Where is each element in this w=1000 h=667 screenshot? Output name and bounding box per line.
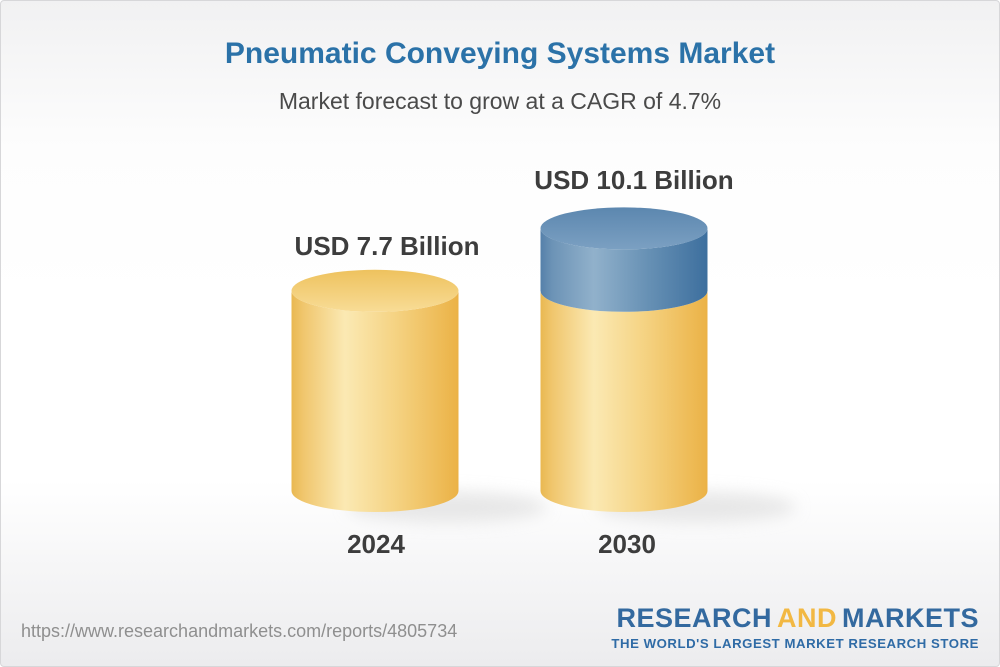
bar-category-label-2030: 2030 xyxy=(598,529,656,559)
bar-category-label-2024: 2024 xyxy=(347,529,405,559)
bar-value-label-2030: USD 10.1 Billion xyxy=(534,165,734,195)
page-subtitle: Market forecast to grow at a CAGR of 4.7… xyxy=(278,88,722,114)
logo-word-research: RESEARCH xyxy=(616,603,772,633)
bar-value-label-2024: USD 7.7 Billion xyxy=(294,231,480,261)
research-and-markets-logo: RESEARCH AND MARKETS THE WORLD'S LARGEST M… xyxy=(611,603,979,651)
report-url: https://www.researchandmarkets.com/repor… xyxy=(21,621,458,641)
page-title: Pneumatic Conveying Systems Market xyxy=(224,37,776,70)
logo-tagline: THE WORLD'S LARGEST MARKET RESEARCH STOR… xyxy=(611,635,979,651)
logo-wordmark: RESEARCH AND MARKETS xyxy=(611,603,979,634)
logo-word-and: AND xyxy=(777,603,837,633)
logo-word-markets: MARKETS xyxy=(842,603,979,633)
